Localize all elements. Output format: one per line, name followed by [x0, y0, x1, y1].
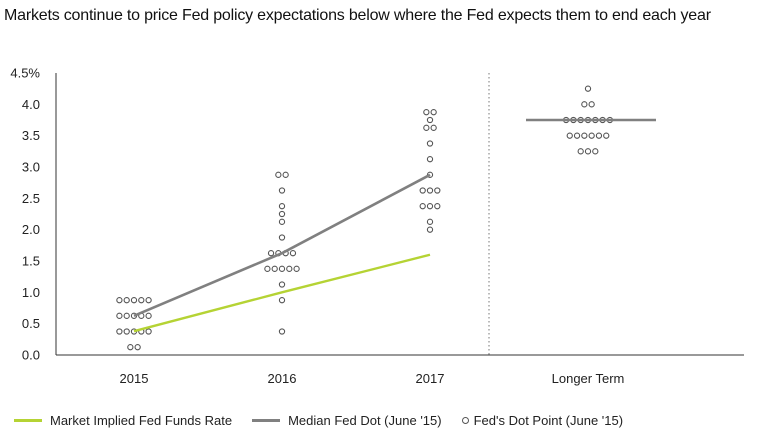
x-tick-label: 2017 [416, 371, 445, 386]
legend-label-market: Market Implied Fed Funds Rate [50, 412, 233, 428]
fed-dot-point [419, 187, 426, 194]
legend-item-market: Market Implied Fed Funds Rate [14, 413, 232, 428]
legend-label-dots: Fed's Dot Point (June '15) [473, 412, 624, 428]
legend-item-median: Median Fed Dot (June '15) [252, 413, 442, 428]
fed-dot-point [289, 250, 297, 257]
fed-dot-point [581, 132, 588, 139]
fed-dot-point [278, 297, 286, 304]
fed-dot-point [603, 132, 610, 139]
fed-dot-point [584, 148, 592, 155]
y-tick-label: 4.0 [22, 97, 40, 112]
fed-dot-point [426, 187, 434, 194]
fed-dot-point [419, 203, 426, 210]
fed-dot-point [145, 328, 152, 335]
chart-title: Markets continue to price Fed policy exp… [4, 7, 711, 24]
fed-dot-point [275, 171, 282, 178]
y-tick-label: 4.5% [10, 66, 40, 81]
fed-dot-point [430, 124, 437, 131]
fed-dot-point [577, 148, 584, 155]
fed-dot-point [145, 297, 152, 304]
fed-dot-point [423, 124, 430, 131]
median-fed-dot-line [133, 173, 431, 318]
x-tick-label: Longer Term [552, 371, 625, 386]
fed-dot-point [588, 132, 595, 139]
market-implied-line [133, 253, 431, 333]
fed-dot-point [138, 297, 145, 304]
fed-dot-point [581, 101, 588, 108]
y-tick-label: 3.5 [22, 128, 40, 143]
fed-dot-point [282, 171, 289, 178]
fed-dot-point [588, 101, 595, 108]
fed-dot-point [573, 132, 581, 139]
fed-dot-point [434, 187, 441, 194]
y-tick-label: 3.0 [22, 160, 40, 175]
y-tick-label: 1.5 [22, 254, 40, 269]
x-tick-label: 2015 [120, 371, 149, 386]
fed-dot-point [116, 297, 123, 304]
legend-swatch-median [252, 418, 281, 422]
fed-dot-point [127, 344, 134, 351]
fed-dot-point [123, 312, 130, 319]
fed-dot-point [145, 312, 152, 319]
fed-dot-point [116, 312, 123, 319]
fed-dot-point [134, 344, 141, 351]
fed-dot-point [278, 218, 286, 225]
x-tick-label: 2016 [268, 371, 297, 386]
chart-plot-area: 0.0 0.5 1.0 1.5 2.0 2.5 3.0 3.5 4.0 4.5% 2015 2016 2… [10, 66, 744, 386]
fed-dot-point [423, 109, 430, 116]
fed-dot-point [264, 265, 271, 272]
fed-dot-point [267, 250, 275, 257]
fed-dot-point [278, 281, 286, 288]
fed-dot-point [430, 109, 437, 116]
fed-dot-point [426, 218, 434, 225]
fed-dot-point [123, 328, 130, 335]
fed-dot-point [271, 265, 278, 272]
fed-dot-point [426, 140, 434, 147]
y-tick-label: 2.0 [22, 222, 40, 237]
fed-dot-point [123, 297, 130, 304]
legend-item-dots: Fed's Dot Point (June '15) [461, 412, 624, 428]
fed-dot-point [426, 203, 434, 210]
y-tick-label: 0.0 [22, 348, 40, 363]
y-tick-label: 0.5 [22, 316, 40, 331]
fed-dot-point [584, 85, 592, 92]
legend-swatch-dot [461, 416, 469, 424]
chart-legend: Market Implied Fed Funds Rate Median Fed… [14, 409, 643, 431]
fed-dot-point [426, 116, 434, 124]
fed-dot-point [566, 132, 573, 139]
y-tick-label: 1.0 [22, 285, 40, 300]
legend-label-median: Median Fed Dot (June '15) [288, 412, 442, 428]
fed-dot-point [130, 297, 138, 304]
fed-dot-point [278, 265, 286, 272]
fed-dot-point [592, 148, 599, 155]
fed-dot-point [278, 328, 286, 335]
fed-dot-point [426, 226, 434, 233]
legend-swatch-market [14, 418, 42, 422]
fed-dot-point [293, 265, 300, 272]
fed-dot-point [286, 265, 293, 272]
fed-dot-point [278, 234, 286, 241]
fed-dot-point [278, 187, 286, 194]
fed-dot-point [116, 328, 123, 335]
fed-dot-point [278, 210, 286, 218]
fed-dot-point [595, 132, 603, 139]
y-tick-label: 2.5 [22, 191, 40, 206]
fed-dot-point [434, 203, 441, 210]
fed-dot-point [426, 156, 434, 163]
fed-dot-point [278, 203, 286, 210]
